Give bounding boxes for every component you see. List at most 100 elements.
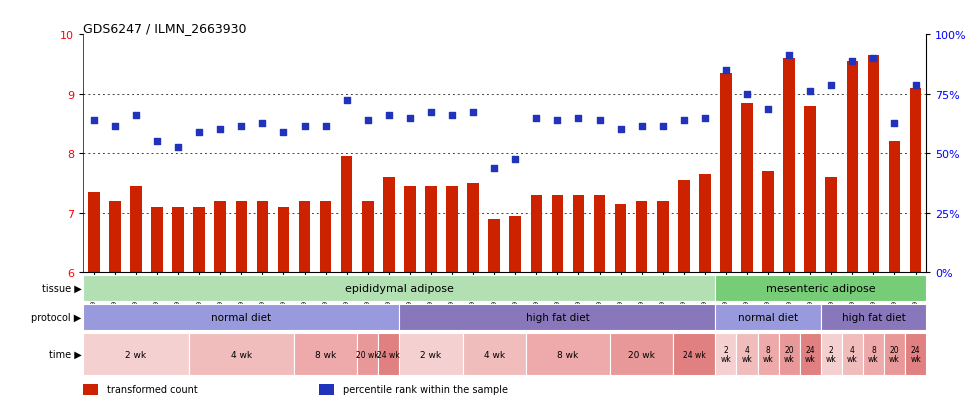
Bar: [83, 333, 188, 375]
Text: tissue ▶: tissue ▶: [41, 283, 81, 293]
Bar: [130, 187, 142, 273]
Bar: [83, 275, 715, 301]
Point: [528, 115, 544, 121]
Text: high fat diet: high fat diet: [842, 312, 906, 322]
Point: [486, 165, 502, 172]
Point: [907, 82, 923, 89]
Bar: [909, 88, 921, 273]
Bar: [510, 216, 521, 273]
Bar: [805, 106, 816, 273]
Bar: [572, 195, 584, 273]
Point: [550, 118, 565, 124]
Bar: [762, 172, 774, 273]
Text: epididymal adipose: epididymal adipose: [345, 283, 454, 293]
Point: [171, 145, 186, 151]
Text: normal diet: normal diet: [212, 312, 271, 322]
Text: high fat diet: high fat diet: [525, 312, 589, 322]
Point: [508, 157, 523, 163]
Text: 20
wk: 20 wk: [784, 345, 795, 363]
Text: time ▶: time ▶: [49, 349, 81, 359]
Point: [318, 124, 333, 131]
Point: [570, 115, 586, 121]
Text: percentile rank within the sample: percentile rank within the sample: [343, 384, 508, 394]
Point: [128, 112, 144, 119]
Point: [655, 124, 670, 131]
Point: [865, 56, 881, 62]
Bar: [678, 180, 690, 273]
Text: 24 wk: 24 wk: [377, 350, 400, 358]
Text: 8
wk: 8 wk: [868, 345, 879, 363]
Bar: [294, 333, 357, 375]
Bar: [610, 333, 673, 375]
Bar: [83, 304, 400, 330]
Bar: [800, 333, 821, 375]
Bar: [88, 192, 100, 273]
Text: 24
wk: 24 wk: [805, 345, 815, 363]
Bar: [741, 103, 753, 273]
Text: 4 wk: 4 wk: [230, 350, 252, 358]
Bar: [277, 207, 289, 273]
Text: 8 wk: 8 wk: [558, 350, 578, 358]
Point: [612, 127, 628, 133]
Bar: [467, 183, 479, 273]
Text: 20 wk: 20 wk: [628, 350, 655, 358]
Bar: [319, 201, 331, 273]
Bar: [425, 187, 437, 273]
Point: [803, 88, 818, 95]
Text: 4
wk: 4 wk: [847, 345, 858, 363]
Point: [107, 124, 122, 131]
Point: [297, 124, 313, 131]
Point: [213, 127, 228, 133]
Point: [275, 130, 291, 136]
Text: mesenteric adipose: mesenteric adipose: [766, 283, 875, 293]
Point: [255, 121, 270, 128]
Text: transformed count: transformed count: [107, 384, 198, 394]
Bar: [341, 157, 353, 273]
Bar: [362, 201, 373, 273]
Point: [149, 139, 165, 145]
Text: 2
wk: 2 wk: [826, 345, 837, 363]
Point: [339, 97, 355, 104]
Bar: [400, 333, 463, 375]
Text: normal diet: normal diet: [738, 312, 798, 322]
Point: [423, 109, 439, 116]
Text: 20 wk: 20 wk: [357, 350, 379, 358]
Point: [887, 121, 903, 128]
Bar: [783, 59, 795, 273]
Bar: [151, 207, 163, 273]
Point: [697, 115, 712, 121]
Bar: [400, 304, 715, 330]
Point: [739, 91, 755, 98]
Bar: [172, 207, 184, 273]
Text: 4
wk: 4 wk: [742, 345, 753, 363]
Bar: [720, 74, 732, 273]
Text: 2 wk: 2 wk: [125, 350, 147, 358]
Bar: [867, 56, 879, 273]
Text: 8
wk: 8 wk: [762, 345, 773, 363]
Bar: [319, 384, 334, 395]
Bar: [889, 142, 901, 273]
Bar: [614, 204, 626, 273]
Bar: [820, 304, 926, 330]
Bar: [463, 333, 525, 375]
Text: 24 wk: 24 wk: [683, 350, 706, 358]
Bar: [215, 201, 226, 273]
Point: [634, 124, 650, 131]
Text: 8 wk: 8 wk: [315, 350, 336, 358]
Text: GDS6247 / ILMN_2663930: GDS6247 / ILMN_2663930: [83, 22, 247, 35]
Bar: [715, 304, 821, 330]
Bar: [383, 178, 395, 273]
Bar: [699, 175, 710, 273]
Bar: [109, 201, 121, 273]
Bar: [820, 333, 842, 375]
Bar: [552, 195, 563, 273]
Bar: [530, 195, 542, 273]
Text: protocol ▶: protocol ▶: [31, 312, 81, 322]
Bar: [778, 333, 800, 375]
Point: [823, 82, 839, 89]
Point: [233, 124, 249, 131]
Bar: [758, 333, 778, 375]
Point: [760, 106, 776, 113]
Bar: [862, 333, 884, 375]
Point: [86, 118, 102, 124]
